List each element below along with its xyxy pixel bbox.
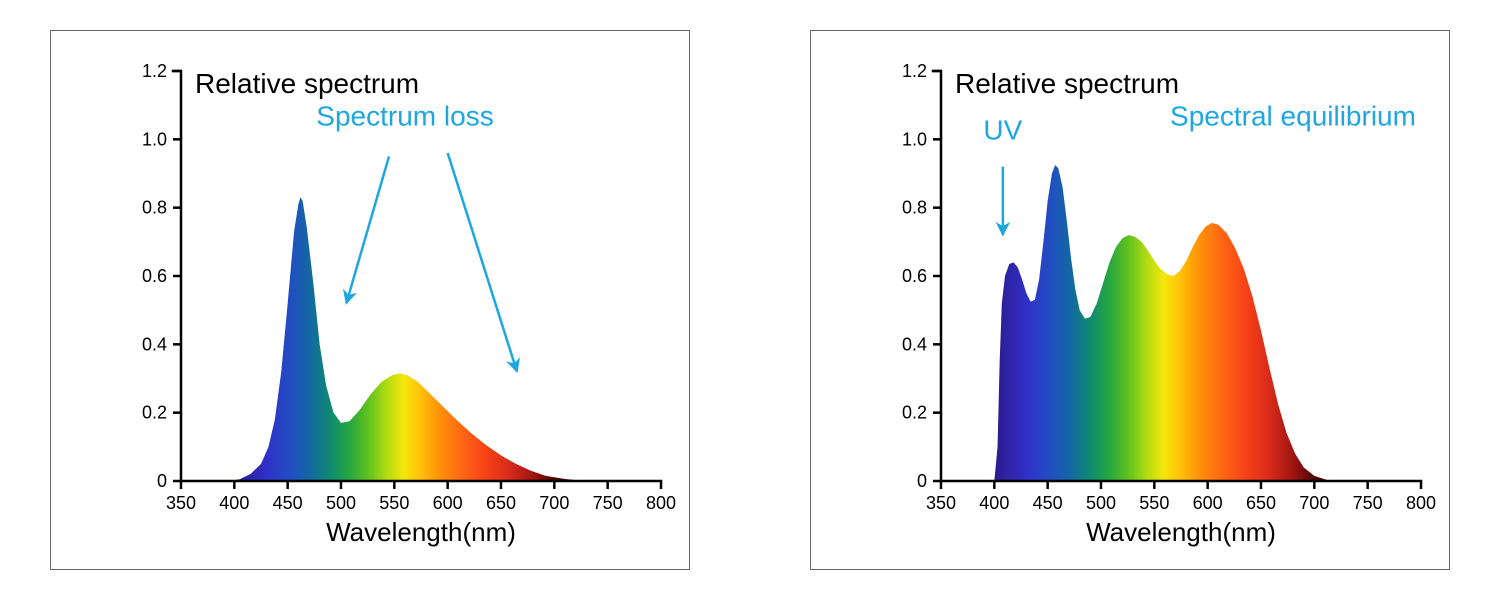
x-tick-label: 650 <box>486 493 516 513</box>
x-tick-label: 600 <box>1193 493 1223 513</box>
x-tick-label: 800 <box>1406 493 1436 513</box>
x-tick-label: 700 <box>1299 493 1329 513</box>
x-tick-label: 350 <box>926 493 956 513</box>
y-tick-label: 0.6 <box>902 266 927 286</box>
x-tick-label: 600 <box>433 493 463 513</box>
page: 0 0.2 0.4 0.6 0.8 1.0 1.2 350 400 450 500 550 600 650… <box>0 0 1500 601</box>
x-tick-label: 450 <box>273 493 303 513</box>
annotation-label: Spectral equilibrium <box>1170 101 1416 132</box>
y-tick-label: 1.0 <box>142 129 167 149</box>
x-tick-label: 750 <box>1353 493 1383 513</box>
y-tick-label: 1.2 <box>142 61 167 81</box>
x-tick-label: 750 <box>593 493 623 513</box>
x-axis-label: Wavelength(nm) <box>326 517 516 547</box>
chart-title: Relative spectrum <box>195 68 419 99</box>
spectrum-chart: 0 0.2 0.4 0.6 0.8 1.0 1.2 350 400 450 500 550 600 650… <box>811 31 1451 571</box>
x-tick-label: 800 <box>646 493 676 513</box>
y-tick-label: 0.6 <box>142 266 167 286</box>
x-tick-label: 700 <box>539 493 569 513</box>
y-tick-label: 0.8 <box>902 198 927 218</box>
x-tick-label: 450 <box>1033 493 1063 513</box>
y-tick-label: 1.2 <box>902 61 927 81</box>
x-tick-label: 550 <box>379 493 409 513</box>
x-tick-label: 650 <box>1246 493 1276 513</box>
x-axis-label: Wavelength(nm) <box>1086 517 1276 547</box>
x-tick-label: 550 <box>1139 493 1169 513</box>
y-tick-label: 0 <box>157 471 167 491</box>
chart-panel-right: 0 0.2 0.4 0.6 0.8 1.0 1.2 350 400 450 500 550 600 650… <box>810 30 1450 570</box>
x-tick-label: 500 <box>1086 493 1116 513</box>
y-tick-label: 0.8 <box>142 198 167 218</box>
chart-title: Relative spectrum <box>955 68 1179 99</box>
y-tick-label: 0.2 <box>902 403 927 423</box>
y-tick-label: 0 <box>917 471 927 491</box>
y-tick-label: 0.4 <box>142 334 167 354</box>
annotation-arrow <box>448 153 517 372</box>
x-tick-label: 400 <box>219 493 249 513</box>
annotation-label: Spectrum loss <box>316 101 493 132</box>
y-tick-label: 0.2 <box>142 403 167 423</box>
spectrum-area <box>229 197 586 481</box>
x-tick-label: 500 <box>326 493 356 513</box>
x-tick-label: 400 <box>979 493 1009 513</box>
spectrum-chart: 0 0.2 0.4 0.6 0.8 1.0 1.2 350 400 450 500 550 600 650… <box>51 31 691 571</box>
y-tick-label: 1.0 <box>902 129 927 149</box>
chart-panel-left: 0 0.2 0.4 0.6 0.8 1.0 1.2 350 400 450 500 550 600 650… <box>50 30 690 570</box>
x-tick-label: 350 <box>166 493 196 513</box>
spectrum-area <box>994 165 1341 481</box>
uv-label: UV <box>983 114 1022 145</box>
annotation-arrow <box>346 156 389 303</box>
y-tick-label: 0.4 <box>902 334 927 354</box>
